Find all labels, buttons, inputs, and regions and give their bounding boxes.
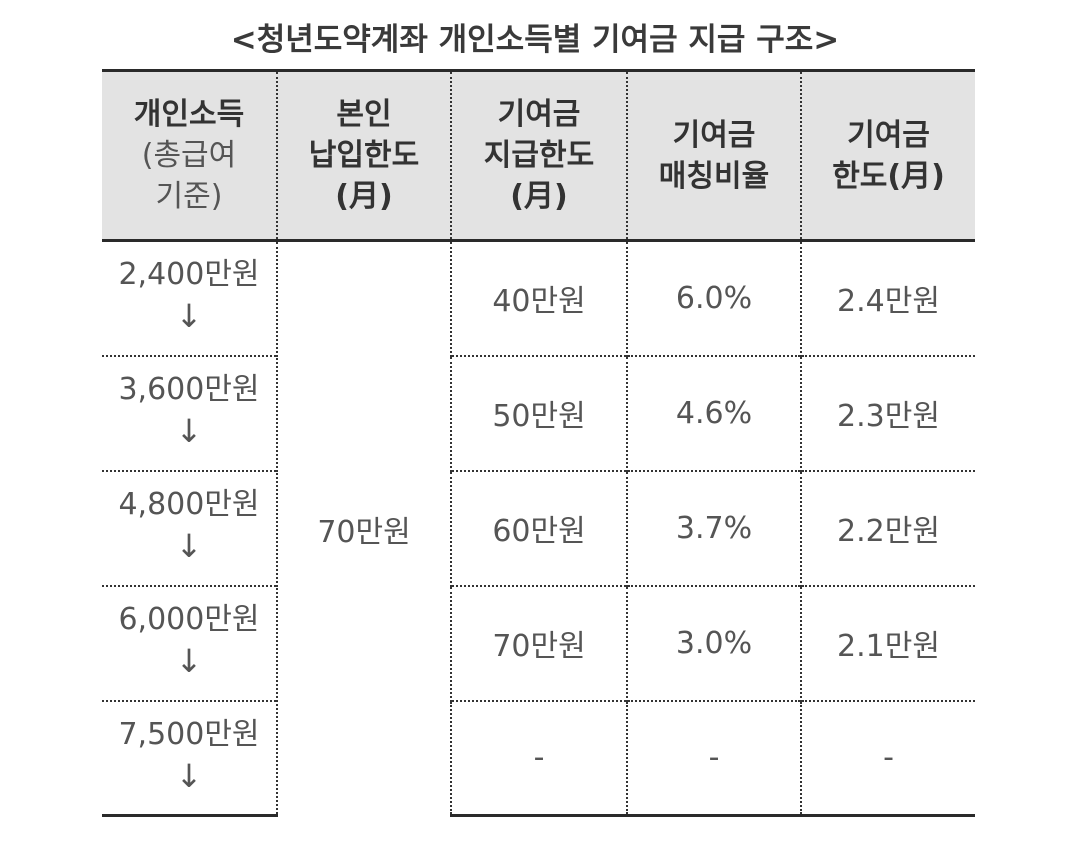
monthly-cap-cell: 2.4만원 xyxy=(800,240,975,356)
header-income: 개인소득 (총급여 기준) xyxy=(102,69,277,242)
header-monthly-cap-line2: 한도(月) xyxy=(832,158,945,194)
self-payment-limit-cell: 70만원 xyxy=(276,240,451,816)
income-value: 2,400만원 xyxy=(118,257,260,292)
header-matching-rate-line1: 기여금 xyxy=(672,117,756,153)
income-cell: 6,000만원 ↓ xyxy=(102,584,277,701)
table-row: 6,000만원 ↓ 70만원 3.0% 2.1만원 xyxy=(102,584,975,701)
table-row: 2,400만원 ↓ 70만원 40만원 6.0% 2.4만원 xyxy=(102,240,975,816)
header-contribution-limit-line3: (月) xyxy=(510,179,568,214)
header-contribution-limit: 기여금 지급한도 (月) xyxy=(450,69,627,242)
down-arrow-icon: ↓ xyxy=(175,411,203,450)
header-matching-rate-line2: 매칭비율 xyxy=(658,158,770,194)
header-self-limit-line1: 본인 xyxy=(336,97,392,132)
income-value: 7,500만원 xyxy=(118,716,260,752)
header-monthly-cap-line1: 기여금 xyxy=(847,117,930,153)
page-title: <청년도약계좌 개인소득별 기여금 지급 구조> xyxy=(230,22,840,58)
matching-rate-cell: 6.0% xyxy=(626,240,801,356)
header-income-line3: 기준) xyxy=(155,179,223,214)
contribution-limit-cell: 60만원 xyxy=(450,469,627,586)
income-cell: 3,600만원 ↓ xyxy=(102,354,277,471)
income-cell: 2,400만원 ↓ xyxy=(102,241,277,356)
contribution-limit-cell: 70만원 xyxy=(450,584,627,701)
income-cell: 4,800만원 ↓ xyxy=(102,469,277,586)
header-self-limit: 본인 납입한도 (月) xyxy=(276,69,451,242)
header-contribution-limit-line1: 기여금 xyxy=(497,97,581,132)
contribution-limit-cell: 40만원 xyxy=(450,240,627,356)
monthly-cap-cell: 2.1만원 xyxy=(800,584,975,701)
header-self-limit-line3: (月) xyxy=(335,179,393,214)
header-income-line2: (총급여 xyxy=(141,138,237,173)
header-row: 개인소득 (총급여 기준) 본인 납입한도 (月) 기여금 지급한도 (月) 기… xyxy=(102,69,975,242)
header-matching-rate: 기여금 매칭비율 xyxy=(626,69,801,242)
table-row: 4,800만원 ↓ 60만원 3.7% 2.2만원 xyxy=(102,469,975,586)
table-row: 7,500만원 ↓ - - - xyxy=(102,699,975,817)
matching-rate-cell: 3.0% xyxy=(626,584,801,701)
income-value: 4,800만원 xyxy=(118,486,260,522)
contribution-limit-cell: 50만원 xyxy=(450,354,627,471)
matching-rate-cell: 4.6% xyxy=(626,354,801,471)
monthly-cap-cell: 2.3만원 xyxy=(800,354,975,471)
header-monthly-cap: 기여금 한도(月) xyxy=(800,69,975,242)
header-income-line1: 개인소득 xyxy=(133,97,245,132)
income-cell: 7,500만원 ↓ xyxy=(102,699,277,817)
matching-rate-cell: - xyxy=(626,699,801,817)
down-arrow-icon: ↓ xyxy=(175,641,203,680)
down-arrow-icon: ↓ xyxy=(175,526,203,565)
down-arrow-icon: ↓ xyxy=(175,297,203,335)
contribution-table: 개인소득 (총급여 기준) 본인 납입한도 (月) 기여금 지급한도 (月) 기… xyxy=(102,69,975,817)
monthly-cap-cell: - xyxy=(800,699,975,817)
header-contribution-limit-line2: 지급한도 xyxy=(483,138,595,173)
matching-rate-cell: 3.7% xyxy=(626,469,801,586)
table-row: 3,600만원 ↓ 50만원 4.6% 2.3만원 xyxy=(102,354,975,471)
monthly-cap-cell: 2.2만원 xyxy=(800,469,975,586)
down-arrow-icon: ↓ xyxy=(175,756,203,795)
income-value: 6,000만원 xyxy=(118,601,260,637)
income-value: 3,600만원 xyxy=(118,371,260,407)
contribution-limit-cell: - xyxy=(450,699,627,817)
header-self-limit-line2: 납입한도 xyxy=(308,138,420,173)
